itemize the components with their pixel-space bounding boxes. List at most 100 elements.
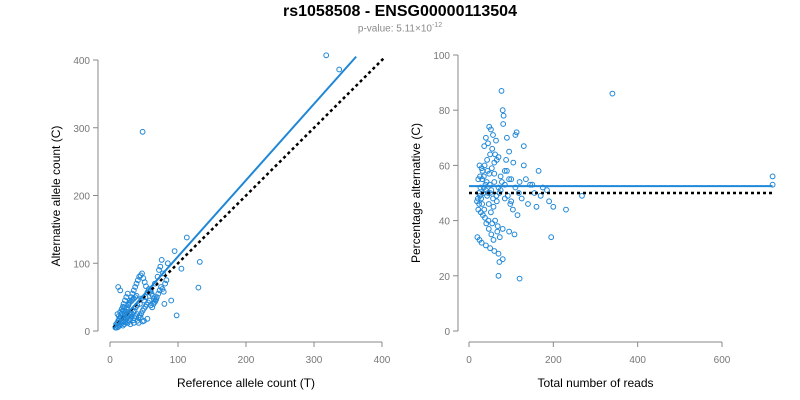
p-value-mantissa: 5.11 xyxy=(396,23,415,35)
panel-1-data-point xyxy=(159,286,166,292)
panel-1-data-point xyxy=(130,287,137,294)
panel-2-data-point xyxy=(488,231,495,238)
panel-2-data-point xyxy=(488,209,494,216)
panel-1-data-point xyxy=(152,299,158,305)
panel-2-data-point xyxy=(491,179,498,185)
panel-2-data-point xyxy=(485,190,491,196)
panel-2-data-point xyxy=(533,203,540,210)
panel-2-x-tick-label: 200 xyxy=(545,355,562,366)
panel-2-x-tick-label: 600 xyxy=(714,355,731,366)
panel-1-data-point xyxy=(171,248,178,255)
panel-2-data-point xyxy=(496,259,503,265)
panel-1-x-tick-label: 0 xyxy=(107,355,113,366)
panel-2-data-point xyxy=(495,250,502,257)
panel-1-data-point xyxy=(115,284,122,290)
panel-1-data-point xyxy=(132,284,139,290)
panel-2-data-point xyxy=(546,198,552,205)
panel-2-data-point xyxy=(548,234,555,241)
panel-2-data-point xyxy=(563,206,569,213)
panel-1-data-point xyxy=(112,324,119,331)
panel-2-data-point xyxy=(511,231,518,238)
panel-2-data-point xyxy=(481,143,488,150)
panel-2-data-point xyxy=(483,134,489,141)
panel-2-data-point xyxy=(479,168,486,174)
panel-1-data-point xyxy=(121,307,128,314)
panel-2-data-point xyxy=(523,176,529,183)
panel-2-y-tick-label: 80 xyxy=(439,106,451,117)
panel-1-data-point xyxy=(155,290,162,297)
panel-2-data-point xyxy=(487,245,494,252)
panel-2-data-point xyxy=(494,228,501,235)
panel-2-data-point xyxy=(535,168,542,174)
panel-2-data-point xyxy=(483,220,490,227)
panel-1-x-tick-label: 300 xyxy=(306,355,323,366)
panel-2-y-axis-label: Percentage alternative (C) xyxy=(409,123,423,263)
panel-2-y-tick-label: 0 xyxy=(444,327,450,338)
panel-2-y-tick-label: 20 xyxy=(439,272,451,283)
panel-2-data-point xyxy=(490,203,497,210)
panel-1-y-tick-label: 200 xyxy=(73,192,90,203)
panel-1-y-tick-label: 100 xyxy=(73,259,90,270)
panel-2-data-point xyxy=(520,143,527,150)
panel-2-data-point xyxy=(490,195,496,202)
panel-1-x-axis-label: Reference allele count (T) xyxy=(177,376,315,390)
panel-2-x-tick-label: 400 xyxy=(629,355,646,366)
panel-2-y-tick-label: 60 xyxy=(439,161,451,172)
panel-2-data-point xyxy=(485,226,492,232)
panel-2-data-point xyxy=(485,201,492,207)
chart-title: rs1058508 - ENSG00000113504 xyxy=(283,3,517,20)
panel-2-data-point xyxy=(508,198,515,205)
panel-1-data-point xyxy=(139,128,146,135)
panel-2-data-point xyxy=(500,112,507,119)
panel-2-y-tick-label: 40 xyxy=(439,217,451,228)
p-value-prefix: p-value: xyxy=(357,23,397,35)
panel-1-data-point xyxy=(134,311,141,318)
panel-1-data-point xyxy=(196,259,203,265)
panel-2-y-tick-label: 100 xyxy=(433,51,450,62)
panel-1-data-point xyxy=(132,294,139,301)
panel-1-data-point xyxy=(138,310,145,317)
panel-2-data-point xyxy=(491,248,498,254)
panel-2-x-axis-label: Total number of reads xyxy=(537,376,653,390)
panel-2-data-point xyxy=(490,237,497,243)
panel-1-data-point xyxy=(323,52,330,59)
panel-2-data-point xyxy=(506,148,513,155)
p-value-subtitle: p-value: 5.11×10-12 xyxy=(0,22,800,34)
panel-2-data-point xyxy=(579,192,585,199)
panel-2-data-point xyxy=(510,159,517,166)
panel-2-data-point xyxy=(487,151,494,158)
panel-2-data-point xyxy=(491,170,498,177)
panel-2-data-point xyxy=(525,201,531,207)
panel-1-data-point xyxy=(149,304,156,311)
panel-1-data-point xyxy=(137,314,144,321)
panel-2-data-point xyxy=(483,242,489,249)
panel-2-data-point xyxy=(518,195,525,202)
panel-1-data-point xyxy=(133,292,140,299)
panel-2-data-point xyxy=(476,201,483,207)
panel-2-data-point xyxy=(481,162,488,169)
panel-1-y-axis-label: Alternative allele count (C) xyxy=(49,126,63,267)
panel-2-data-point xyxy=(495,272,502,279)
panel-1-fit-line xyxy=(112,55,357,330)
panel-1-y-tick-label: 0 xyxy=(84,327,90,338)
panel-1-data-point xyxy=(133,280,140,287)
panel-1-data-point xyxy=(162,280,169,287)
panel-2-data-point xyxy=(506,228,513,235)
panel-2-data-point xyxy=(499,256,506,263)
p-value-times: × xyxy=(415,23,421,35)
panel-2-data-point xyxy=(496,234,503,241)
panel-2-data-point xyxy=(488,165,495,172)
panel-2-data-point xyxy=(501,195,508,202)
panel-2-data-point xyxy=(499,226,506,232)
panel-2-data-point xyxy=(497,173,504,180)
panel-2-data-point xyxy=(515,190,522,196)
panel-1-reference-line xyxy=(112,55,387,329)
panel-1-data-point xyxy=(158,257,165,263)
panel-2-data-point xyxy=(609,90,616,97)
panel-1-data-point xyxy=(163,277,170,284)
panel-1-data-point xyxy=(144,315,151,322)
p-value-base: 10 xyxy=(420,23,432,35)
panel-2-data-point xyxy=(493,137,499,144)
panel-2-data-point xyxy=(506,176,513,183)
panel-2-data-point xyxy=(499,107,506,114)
